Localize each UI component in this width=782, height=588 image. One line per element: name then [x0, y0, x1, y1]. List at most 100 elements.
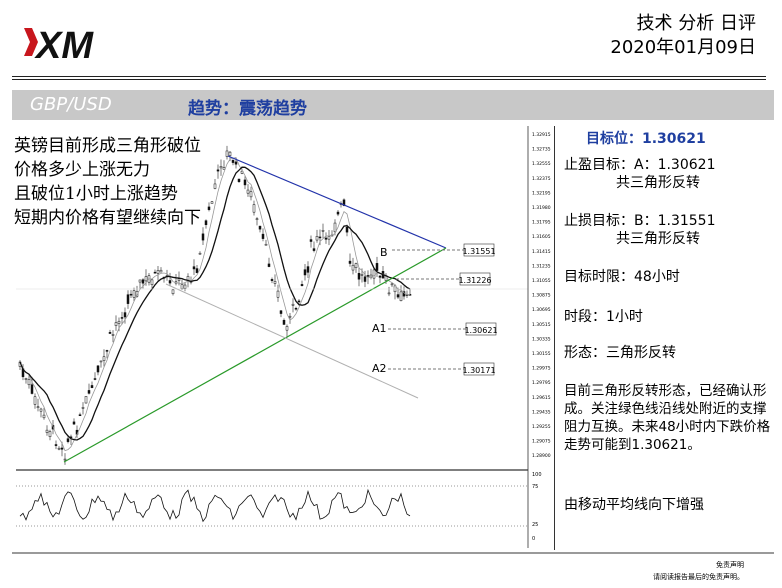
- price-tick-label: 1.30335: [532, 336, 551, 342]
- rsi-tick-label: 25: [532, 522, 538, 528]
- commentary-line-2: 价格多少上涨无力: [14, 160, 150, 180]
- column-divider: [554, 126, 555, 550]
- timeframe: 时段：1小时: [564, 309, 643, 325]
- candle-body: [180, 284, 184, 290]
- label-a1: A1: [372, 322, 387, 335]
- header-divider: [12, 76, 766, 77]
- candle-body: [60, 447, 64, 450]
- candle-body: [282, 319, 286, 325]
- candle-body: [342, 199, 346, 206]
- candle-body: [327, 236, 331, 240]
- candle-body: [153, 271, 157, 274]
- candle-body: [213, 183, 217, 189]
- commentary-line-3: 且破位1小时上涨趋势: [14, 184, 178, 204]
- level-box-a2-text: 1.30171: [462, 366, 495, 375]
- candle-body: [168, 280, 172, 284]
- candle-body: [66, 438, 70, 442]
- label-a2: A2: [372, 362, 387, 375]
- trend-label: 趋势：震荡趋势: [188, 99, 307, 119]
- candle-body: [120, 317, 124, 319]
- level-box-a1-text: 1.30621: [464, 326, 497, 335]
- price-tick-label: 1.31235: [532, 263, 551, 269]
- candle-body: [114, 322, 118, 326]
- candle-body: [351, 264, 355, 271]
- candle-body: [102, 356, 106, 361]
- candle-body: [150, 279, 154, 285]
- candle-body: [108, 332, 112, 334]
- candle-body: [375, 263, 379, 271]
- rsi-tick-label: 75: [532, 484, 538, 490]
- candle-body: [273, 281, 277, 284]
- price-tick-label: 1.31980: [532, 205, 551, 211]
- candle-body: [129, 293, 133, 296]
- disclaimer-title: 免责声明: [716, 561, 744, 569]
- candle-body: [27, 379, 31, 386]
- level-box-b: [463, 243, 495, 257]
- target-level: 目标位：1.30621: [586, 131, 706, 147]
- candle-body: [354, 263, 358, 269]
- candle-body: [399, 291, 403, 302]
- candle-body: [138, 279, 142, 283]
- candle-body: [81, 407, 85, 409]
- candle-body: [126, 294, 130, 304]
- price-tick-label: 1.30155: [532, 351, 551, 357]
- report-header: 技术 分析 日评 2020年01月09日: [610, 12, 756, 60]
- level-box-mid-text: 1.31226: [458, 276, 491, 285]
- level-box-b-text: 1.31551: [462, 247, 495, 256]
- analysis-text: 目前三角形反转形态，已经确认形成。关注绿色线沿线处附近的支撑阻力互换。未来48小…: [564, 383, 771, 453]
- candle-body: [291, 303, 295, 306]
- level-box-a1: [465, 322, 497, 336]
- candle-body: [324, 237, 328, 240]
- candle-body: [333, 222, 337, 233]
- candle-body: [219, 166, 223, 169]
- logo-red-chevron: [24, 28, 38, 56]
- candle-body: [207, 206, 211, 210]
- candle-body: [96, 365, 100, 373]
- candle-body: [390, 283, 394, 286]
- candle-body: [243, 179, 247, 186]
- candle-body: [177, 278, 181, 281]
- take-profit: 止盈目标：A：1.30621 共三角形反转: [564, 156, 715, 192]
- candle-body: [24, 378, 28, 380]
- candle-body: [42, 414, 46, 419]
- title-bar: GBP/USD 趋势：震荡趋势: [12, 90, 774, 120]
- candle-body: [84, 396, 88, 404]
- candle-body: [198, 252, 202, 255]
- candle-body: [48, 431, 52, 437]
- candle-body: [216, 169, 220, 172]
- candle-body: [195, 268, 199, 273]
- commentary-line-4: 短期内价格有望继续向下: [14, 208, 201, 228]
- price-tick-label: 1.29795: [532, 380, 551, 386]
- stop-loss-line: 止损目标：B：1.31551: [564, 213, 716, 229]
- candle-body: [231, 160, 235, 163]
- candle-body: [225, 150, 229, 157]
- candle-body: [345, 226, 349, 233]
- candle-body: [132, 290, 136, 298]
- candle-body: [306, 266, 310, 273]
- header-divider-2: [12, 79, 766, 80]
- candle-body: [279, 310, 283, 314]
- price-tick-label: 1.31415: [532, 249, 551, 255]
- candle-body: [99, 360, 103, 363]
- candle-body: [387, 292, 391, 295]
- candle-body: [321, 230, 325, 232]
- candle-body: [33, 396, 37, 405]
- candle-body: [303, 269, 307, 276]
- candle-body: [78, 414, 82, 416]
- candle-body: [204, 220, 208, 226]
- candle-body: [255, 218, 259, 220]
- candle-body: [294, 307, 298, 310]
- chart-commentary: 英镑目前形成三角形破位 价格多少上涨无力 且破位1小时上涨趋势 短期内价格有望继…: [14, 134, 201, 230]
- candle-body: [36, 406, 40, 409]
- candle-body: [156, 270, 160, 274]
- candle-body: [57, 447, 61, 450]
- candle-body: [360, 274, 364, 276]
- price-tick-label: 1.31795: [532, 220, 551, 226]
- candle-body: [54, 444, 58, 446]
- candle-body: [318, 236, 322, 239]
- price-axis-ticks: 1.32915 1.32735 1.32555 1.32375 1.32195 1.319…: [532, 132, 551, 459]
- take-profit-line: 止盈目标：A：1.30621: [564, 157, 716, 173]
- candle-body: [192, 266, 196, 270]
- level-box-a2: [463, 362, 495, 376]
- candle-body: [141, 279, 145, 284]
